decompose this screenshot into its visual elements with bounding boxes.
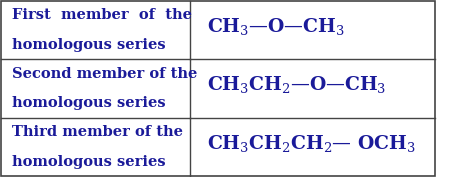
Text: homologous series: homologous series (11, 38, 165, 52)
Text: homologous series: homologous series (11, 155, 165, 169)
Text: CH$_3$CH$_2$CH$_2$— OCH$_3$: CH$_3$CH$_2$CH$_2$— OCH$_3$ (207, 133, 416, 154)
Text: Second member of the: Second member of the (11, 67, 197, 81)
Text: CH$_3$CH$_2$—O—CH$_3$: CH$_3$CH$_2$—O—CH$_3$ (207, 75, 386, 95)
Text: homologous series: homologous series (11, 96, 165, 110)
Text: Third member of the: Third member of the (11, 125, 183, 139)
Text: First  member  of  the: First member of the (11, 8, 191, 22)
Text: CH$_3$—O—CH$_3$: CH$_3$—O—CH$_3$ (207, 16, 344, 37)
